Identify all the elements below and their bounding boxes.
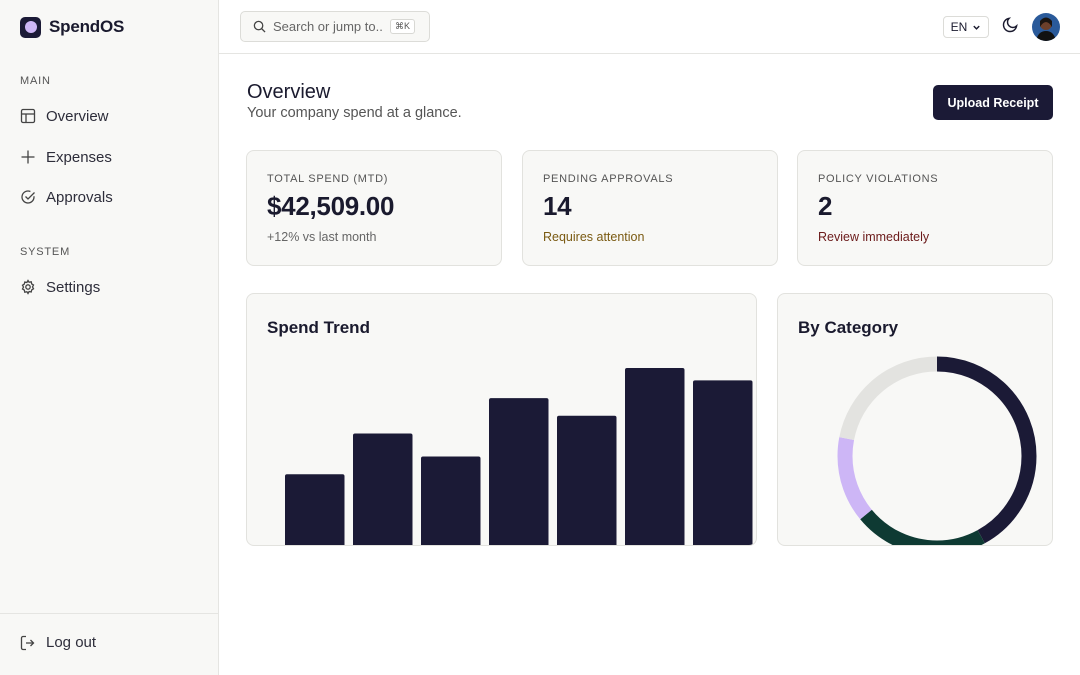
stat-label: POLICY VIOLATIONS [818,173,939,185]
sidebar-item-expenses[interactable]: Expenses [20,146,112,168]
panel-title: By Category [798,318,899,337]
stat-note: Requires attention [543,230,645,244]
stat-label: TOTAL SPEND (MTD) [267,173,389,185]
spend-trend-chart [285,368,753,547]
shortcut-hint: ⌘K [390,19,416,34]
layout-icon [20,108,36,124]
bar[interactable] [489,398,549,546]
bar[interactable] [693,380,753,546]
bar[interactable] [285,474,345,546]
search-icon [253,20,266,33]
logout-icon [20,635,36,651]
stat-card-pending-approvals: PENDING APPROVALS 14 Requires attention [522,150,778,266]
donut-slice[interactable] [837,356,1037,546]
chevron-down-icon [972,23,981,32]
gear-icon [20,279,36,295]
logout-label: Log out [46,634,97,651]
stat-card-policy-violations: POLICY VIOLATIONS 2 Review immediately [797,150,1053,266]
bar[interactable] [421,456,481,547]
stat-note: +12% vs last month [267,230,377,244]
section-label-main: MAIN [20,75,51,87]
sidebar-item-label: Settings [46,278,101,296]
section-label-system: SYSTEM [20,246,71,258]
page-title: Overview [247,81,331,103]
sidebar-item-label: Approvals [46,188,113,206]
sidebar-item-label: Overview [46,107,109,125]
search-input[interactable] [273,19,383,34]
check-circle-icon [20,189,36,205]
donut-slice[interactable] [837,356,1037,546]
page-subtitle: Your company spend at a glance. [247,105,462,121]
app-name: SpendOS [49,17,125,36]
sidebar-item-settings[interactable]: Settings [20,276,100,298]
bar[interactable] [625,368,685,546]
bar[interactable] [557,415,617,546]
logo-icon [20,16,41,38]
sidebar: SpendOS MAIN Overview Expenses Approvals… [0,0,219,675]
category-panel: By Category [777,293,1053,546]
stat-note: Review immediately [818,230,930,244]
moon-icon [1002,16,1019,33]
theme-toggle-button[interactable] [1002,16,1020,34]
logout-button[interactable]: Log out [20,634,96,651]
sidebar-item-label: Expenses [46,148,112,166]
plus-icon [20,149,36,165]
sidebar-item-approvals[interactable]: Approvals [20,186,113,208]
panel-title: Spend Trend [267,318,370,337]
sidebar-item-overview[interactable]: Overview [20,105,109,127]
stat-value: 14 [543,191,572,221]
stat-value: $42,509.00 [267,191,395,221]
category-donut-chart [837,356,1037,546]
search-box[interactable]: ⌘K [240,11,430,42]
topbar: ⌘K EN [219,0,1080,54]
upload-receipt-button[interactable]: Upload Receipt [933,85,1053,120]
spend-trend-panel: Spend Trend [246,293,757,546]
stat-label: PENDING APPROVALS [543,173,674,185]
avatar[interactable] [1032,13,1060,41]
bar[interactable] [353,433,413,546]
brand[interactable]: SpendOS [20,16,124,38]
sidebar-footer: Log out [0,613,218,675]
stat-card-total-spend: TOTAL SPEND (MTD) $42,509.00 +12% vs las… [246,150,502,266]
stat-value: 2 [818,191,833,221]
language-value: EN [950,20,968,34]
language-select[interactable]: EN [943,16,989,38]
